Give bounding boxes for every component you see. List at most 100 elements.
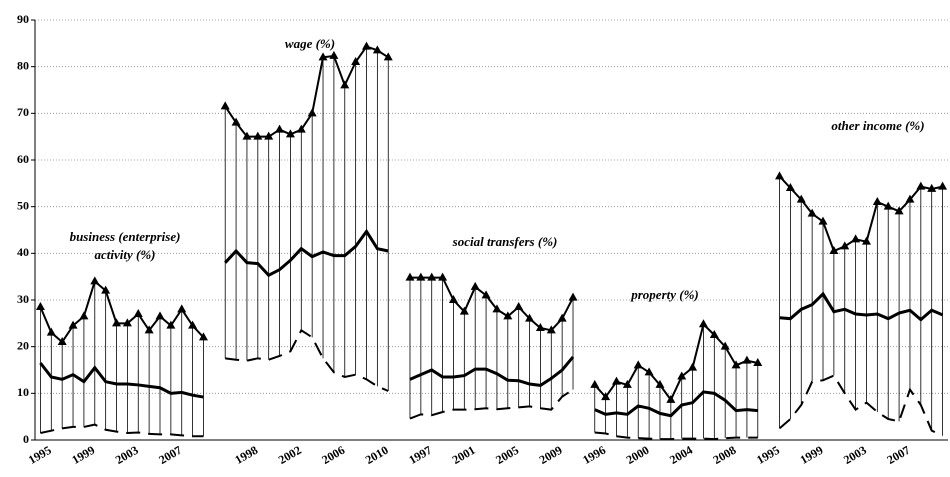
marker bbox=[144, 325, 154, 334]
marker bbox=[253, 131, 263, 140]
marker bbox=[503, 311, 513, 320]
marker bbox=[198, 332, 208, 341]
marker bbox=[851, 234, 861, 243]
marker bbox=[329, 50, 339, 59]
marker bbox=[775, 171, 785, 180]
marker bbox=[242, 131, 252, 140]
marker bbox=[785, 183, 795, 191]
marker bbox=[285, 129, 295, 138]
series-line bbox=[39, 45, 943, 402]
marker bbox=[427, 272, 437, 281]
marker bbox=[307, 108, 317, 117]
marker bbox=[731, 360, 741, 369]
marker bbox=[470, 281, 480, 290]
y-tick-label: 20 bbox=[17, 338, 29, 352]
x-tick-label: 2009 bbox=[537, 443, 565, 467]
y-tick-label: 60 bbox=[17, 152, 29, 166]
marker bbox=[535, 323, 545, 331]
marker bbox=[90, 276, 100, 285]
marker bbox=[46, 327, 56, 336]
marker bbox=[362, 41, 372, 50]
marker bbox=[383, 52, 393, 61]
y-tick-label: 50 bbox=[17, 198, 29, 212]
marker bbox=[416, 272, 426, 281]
marker bbox=[655, 379, 665, 388]
series-line bbox=[40, 328, 943, 441]
annotation: social transfers (%) bbox=[452, 234, 558, 249]
annotation: business (enterprise) bbox=[70, 229, 181, 244]
marker bbox=[916, 181, 926, 190]
y-tick-label: 80 bbox=[17, 58, 29, 72]
marker bbox=[166, 320, 176, 329]
y-tick-label: 70 bbox=[17, 105, 29, 119]
marker bbox=[796, 194, 806, 203]
x-tick-label: 2005 bbox=[493, 443, 521, 467]
marker bbox=[644, 367, 654, 376]
marker bbox=[818, 216, 828, 225]
x-tick-label: 1999 bbox=[69, 443, 97, 467]
marker bbox=[372, 45, 382, 54]
y-tick-label: 40 bbox=[17, 245, 29, 259]
marker bbox=[938, 181, 948, 190]
marker bbox=[905, 194, 915, 203]
marker bbox=[525, 313, 535, 322]
marker bbox=[231, 117, 241, 126]
marker bbox=[57, 337, 67, 345]
marker bbox=[666, 394, 676, 403]
x-tick-label: 1999 bbox=[798, 443, 826, 467]
marker bbox=[264, 131, 274, 140]
annotation: property (%) bbox=[630, 287, 699, 302]
x-tick-label: 1996 bbox=[580, 443, 608, 467]
marker bbox=[68, 320, 78, 329]
marker bbox=[448, 295, 458, 303]
marker bbox=[753, 358, 763, 366]
x-tick-label: 2008 bbox=[711, 443, 739, 467]
x-tick-label: 2003 bbox=[113, 443, 141, 467]
x-tick-label: 1997 bbox=[406, 443, 434, 467]
marker bbox=[807, 208, 817, 217]
annotation: wage (%) bbox=[285, 36, 335, 51]
marker bbox=[633, 360, 643, 369]
marker bbox=[677, 371, 687, 380]
x-tick-label: 1998 bbox=[232, 443, 260, 467]
annotation: other income (%) bbox=[831, 118, 924, 133]
y-tick-label: 10 bbox=[17, 385, 29, 399]
x-tick-label: 2000 bbox=[624, 443, 652, 467]
y-tick-label: 90 bbox=[17, 12, 29, 26]
marker bbox=[622, 379, 632, 388]
marker bbox=[883, 201, 893, 210]
marker bbox=[514, 302, 524, 310]
marker bbox=[133, 309, 143, 317]
marker bbox=[709, 330, 719, 338]
marker bbox=[405, 272, 415, 281]
marker bbox=[568, 292, 578, 301]
marker bbox=[177, 304, 187, 313]
marker bbox=[220, 101, 230, 110]
marker bbox=[601, 392, 611, 401]
marker bbox=[188, 320, 198, 329]
marker bbox=[275, 124, 285, 133]
marker bbox=[927, 183, 937, 192]
marker bbox=[79, 311, 89, 320]
marker bbox=[481, 290, 491, 299]
x-tick-label: 1995 bbox=[754, 443, 782, 467]
marker bbox=[546, 325, 556, 334]
marker bbox=[894, 206, 904, 215]
marker bbox=[611, 376, 621, 385]
marker bbox=[840, 241, 850, 250]
marker bbox=[688, 362, 698, 371]
marker bbox=[720, 341, 730, 350]
x-tick-label: 2004 bbox=[667, 443, 695, 467]
x-tick-label: 2001 bbox=[450, 443, 478, 467]
marker bbox=[155, 311, 165, 320]
x-tick-label: 2007 bbox=[885, 443, 913, 467]
marker bbox=[296, 124, 306, 133]
marker bbox=[112, 318, 122, 327]
marker bbox=[122, 318, 132, 327]
x-tick-label: 2010 bbox=[363, 443, 391, 467]
marker bbox=[438, 272, 448, 281]
x-tick-label: 2002 bbox=[276, 443, 304, 467]
marker bbox=[340, 80, 350, 89]
x-tick-label: 2006 bbox=[319, 443, 347, 467]
